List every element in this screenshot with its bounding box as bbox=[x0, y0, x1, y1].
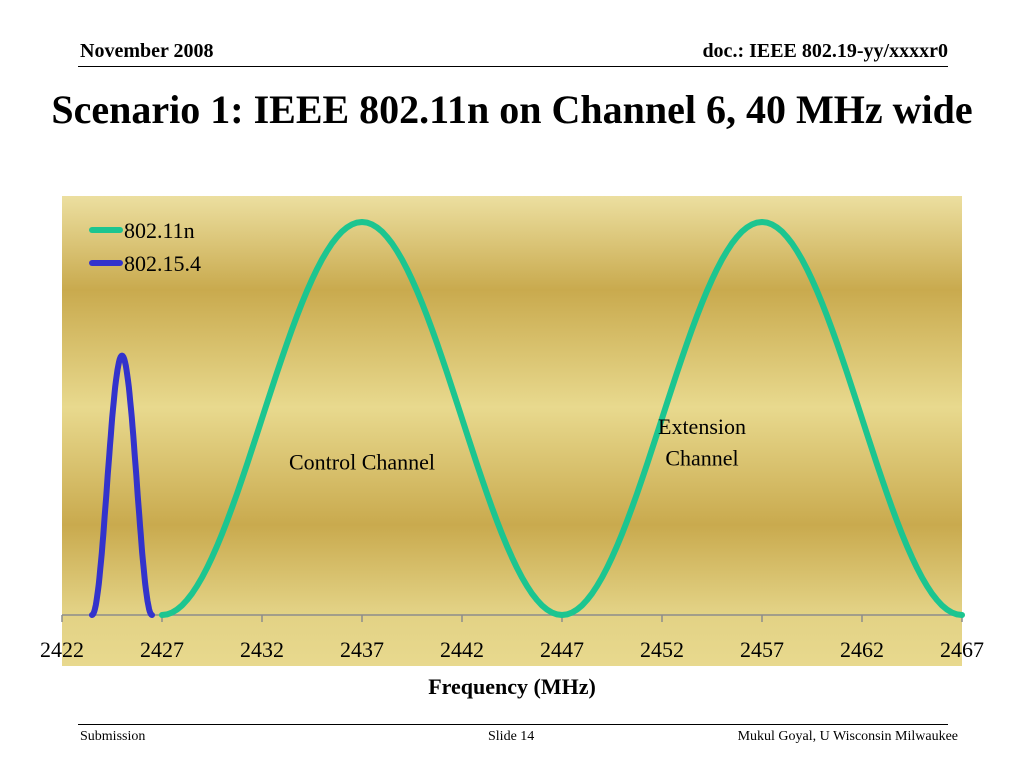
footer-submission: Submission bbox=[80, 729, 146, 744]
x-axis-label: Frequency (MHz) bbox=[428, 674, 596, 699]
x-tick-label: 2452 bbox=[640, 637, 684, 662]
legend: 802.11n 802.15.4 bbox=[89, 218, 201, 276]
footer-rule bbox=[78, 724, 948, 725]
series-line-1 bbox=[89, 352, 155, 618]
legend-label: 802.11n bbox=[124, 218, 195, 243]
footer-author: Mukul Goyal, U Wisconsin Milwaukee bbox=[737, 729, 958, 744]
header-rule bbox=[78, 66, 948, 67]
x-tick-label: 2462 bbox=[840, 637, 884, 662]
series-line-0 bbox=[159, 219, 965, 618]
header-date: November 2008 bbox=[80, 40, 214, 62]
x-tick-label: 2437 bbox=[340, 637, 384, 662]
x-tick-label: 2447 bbox=[540, 637, 584, 662]
legend-label: 802.15.4 bbox=[124, 251, 201, 276]
x-tick-label: 2457 bbox=[740, 637, 784, 662]
footer-slide-number: Slide 14 bbox=[488, 729, 535, 744]
annotation-label: Control Channel bbox=[289, 450, 435, 475]
x-tick-label: 2427 bbox=[140, 637, 184, 662]
x-tick-label: 2422 bbox=[40, 637, 84, 662]
annotation-label: Channel bbox=[665, 446, 738, 471]
annotation-label: Extension bbox=[658, 414, 746, 439]
x-tick-label: 2432 bbox=[240, 637, 284, 662]
header-doc-id: doc.: IEEE 802.19-yy/xxxxr0 bbox=[702, 40, 948, 62]
slide-title: Scenario 1: IEEE 802.11n on Channel 6, 4… bbox=[51, 87, 973, 132]
x-tick-label: 2467 bbox=[940, 637, 984, 662]
x-tick-label: 2442 bbox=[440, 637, 484, 662]
